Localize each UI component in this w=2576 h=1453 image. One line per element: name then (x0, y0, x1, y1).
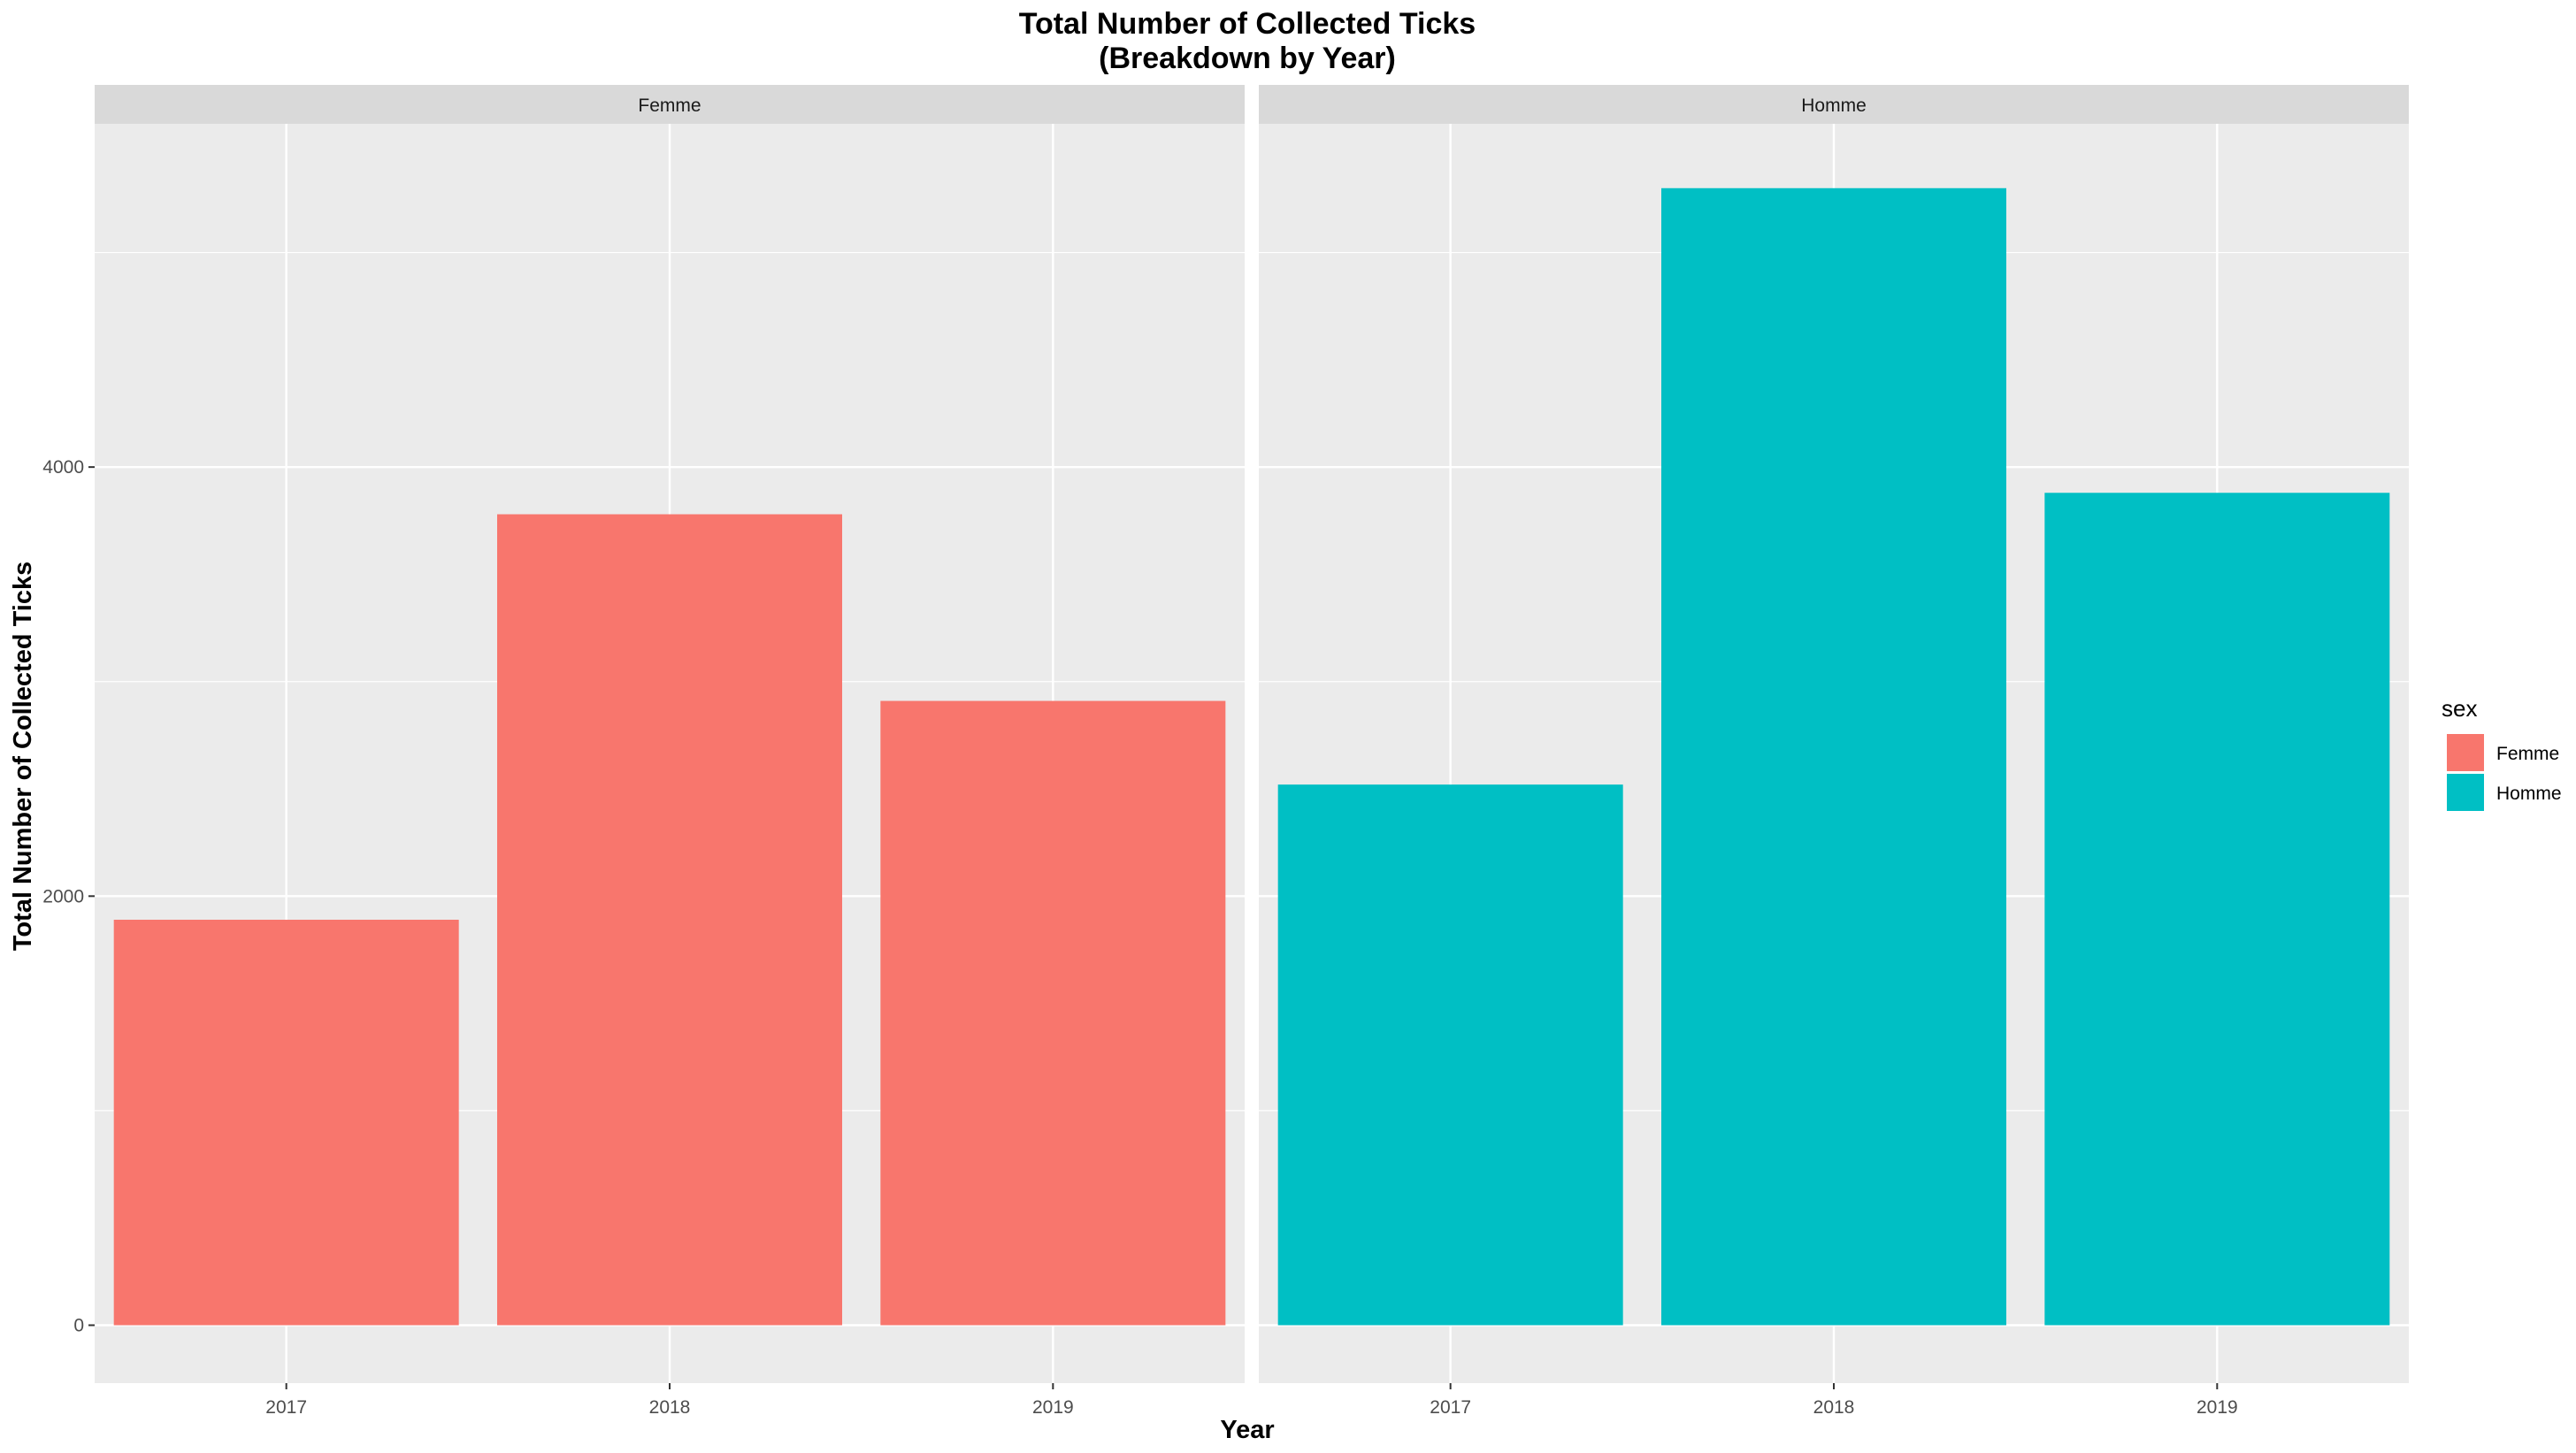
facet-strip-label: Femme (638, 96, 701, 116)
x-tick-label: 2017 (1430, 1397, 1471, 1418)
x-tick-label: 2018 (1813, 1397, 1855, 1418)
legend-key-homme (2447, 774, 2484, 811)
y-tick-label: 4000 (42, 457, 84, 478)
y-tick-label: 2000 (42, 886, 84, 906)
facet-panel-femme: Femme 2017 2018 2019 (95, 85, 1245, 1418)
x-tick-label: 2019 (2196, 1397, 2238, 1418)
bar-homme-2017 (1277, 784, 1623, 1326)
legend-label-femme: Femme (2496, 744, 2559, 764)
x-tick-label: 2019 (1032, 1397, 1074, 1418)
facets-layer: Femme 2017 2018 2019 Homme 2017 2018 2019 (95, 85, 2409, 1418)
x-axis-title: Year (1220, 1416, 1274, 1444)
y-axis: 0 2000 4000 (42, 457, 95, 1336)
legend-key-femme (2447, 734, 2484, 771)
y-tick-label: 0 (73, 1316, 84, 1336)
bar-femme-2018 (497, 514, 842, 1326)
bar-homme-2019 (2044, 493, 2390, 1326)
facet-strip (95, 85, 1245, 124)
bar-homme-2018 (1661, 187, 2006, 1326)
facet-strip-label: Homme (1801, 96, 1867, 116)
x-tick-label: 2017 (265, 1397, 307, 1418)
facet-strip (1259, 85, 2409, 124)
chart-subtitle: (Breakdown by Year) (1099, 42, 1396, 75)
legend-label-homme: Homme (2496, 784, 2562, 804)
y-axis-title: Total Number of Collected Ticks (9, 562, 37, 951)
chart-title: Total Number of Collected Ticks (1019, 7, 1476, 41)
legend-title: sex (2442, 695, 2477, 722)
facet-panel-homme: Homme 2017 2018 2019 (1259, 85, 2409, 1418)
bar-femme-2019 (880, 700, 1226, 1326)
bar-femme-2017 (113, 920, 459, 1326)
legend: sex Femme Homme (2442, 695, 2562, 811)
x-tick-label: 2018 (649, 1397, 691, 1418)
